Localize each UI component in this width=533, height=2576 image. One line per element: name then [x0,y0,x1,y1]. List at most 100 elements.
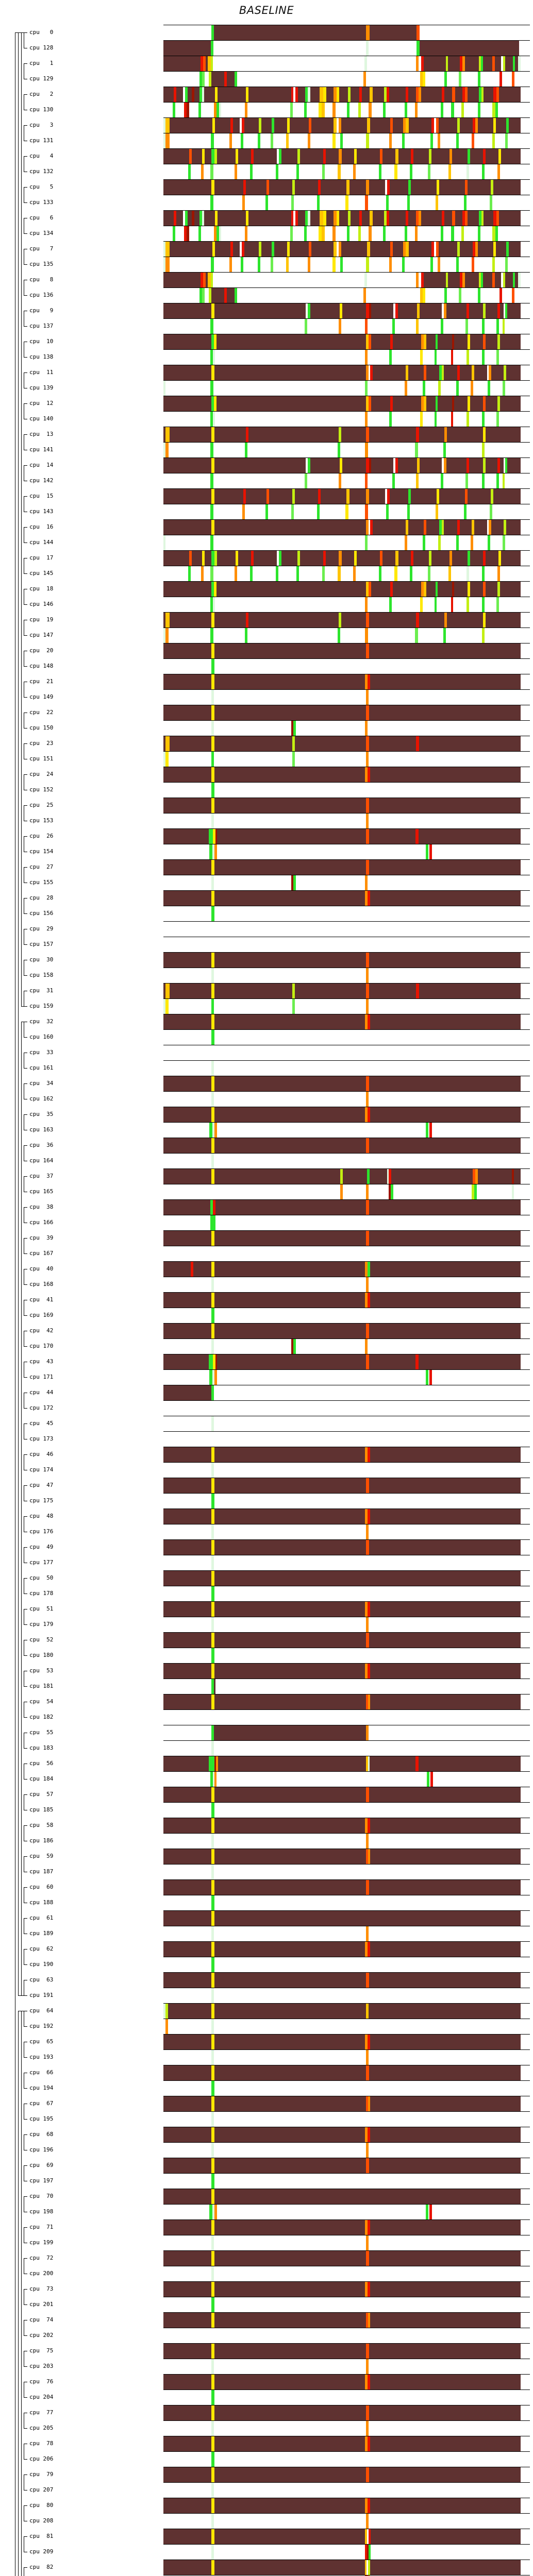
cpu-row: cpu 143 [0,504,533,519]
activity-segment [211,2405,214,2420]
activity-segment [163,1014,521,1029]
cpu-row-label: cpu 60 [29,1884,54,1890]
activity-segment [366,829,369,844]
cpu-activity-strip [163,1277,530,1292]
cpu-activity-strip [163,1586,530,1601]
activity-segment [366,1633,369,1648]
activity-segment [504,458,505,473]
activity-segment [365,2375,368,2389]
activity-segment [211,2081,214,2096]
activity-segment [420,350,423,365]
activity-segment [486,149,498,164]
core-pair-bracket-foot [24,1949,27,1950]
activity-segment [368,2436,370,2451]
activity-segment [468,180,491,195]
activity-segment [238,551,251,566]
cpu-activity-strip [163,1045,530,1060]
cpu-row-label: cpu 143 [29,508,54,515]
activity-segment [290,118,309,133]
activity-segment [365,2127,368,2142]
activity-segment [276,566,278,581]
cpu-row-label: cpu 195 [29,2115,54,2122]
activity-segment [393,303,395,318]
activity-segment [366,1184,369,1199]
activity-segment [420,41,519,56]
activity-segment [214,334,216,349]
activity-segment [366,736,369,751]
activity-segment [394,566,397,581]
activity-segment [495,273,501,287]
activity-segment [271,257,273,272]
activity-segment [216,582,366,597]
cpu-row-label: cpu 165 [29,1188,54,1195]
cpu-row: cpu 153 [0,813,533,828]
activity-segment [468,582,470,597]
activity-segment [245,443,247,457]
activity-segment [340,133,343,148]
activity-segment [318,180,321,195]
activity-segment [408,211,416,226]
cpu-row-label: cpu 50 [29,1574,54,1581]
activity-segment [320,211,323,226]
cpu-row-label: cpu 25 [29,802,54,808]
activity-segment [211,2158,214,2173]
activity-segment [211,1107,214,1122]
cpu-activity-strip [163,550,530,566]
activity-segment [322,226,325,241]
activity-segment [235,288,237,303]
activity-segment [201,273,203,287]
cpu-activity-strip [163,1060,530,1076]
activity-segment [214,489,243,504]
cpu-activity-strip [163,488,530,504]
cpu-activity-strip [163,844,530,859]
activity-segment [406,365,408,380]
activity-segment [304,226,307,241]
cpu-row-label: cpu 82 [29,2564,54,2570]
activity-segment [452,396,454,411]
cpu-row: cpu 18 [0,581,533,597]
activity-segment [369,2529,371,2544]
activity-segment [211,2112,214,2127]
activity-segment [365,2545,367,2560]
activity-segment [395,458,398,473]
cpu-row: cpu 60 [0,1879,533,1895]
cpu-activity-strip [163,272,530,287]
activity-segment [368,2096,370,2111]
cpu-row: cpu 148 [0,658,533,674]
activity-segment [472,257,474,272]
activity-segment [305,319,307,334]
cpu-activity-strip [163,25,530,40]
activity-segment [321,489,346,504]
activity-segment [211,1741,214,1756]
activity-segment [346,180,349,195]
core-pair-bracket-foot [24,1238,27,1239]
activity-segment [339,551,342,566]
cpu-activity-strip [163,2436,530,2451]
core-pair-bracket-foot [24,604,27,605]
cpu-activity-strip [163,2204,530,2219]
activity-segment [170,118,212,133]
activity-segment [365,628,368,643]
activity-segment [416,427,419,442]
cpu-row-label: cpu 10 [29,338,54,345]
cpu-row: cpu 140 [0,411,533,427]
activity-segment [501,56,503,71]
activity-segment [460,242,473,257]
activity-segment [245,226,247,241]
cpu-activity-strip [163,1014,530,1029]
activity-segment [248,87,291,102]
activity-segment [233,242,240,257]
cpu-row-label: cpu 59 [29,1853,54,1859]
activity-segment [408,489,411,504]
activity-segment [210,443,213,457]
activity-segment [424,396,426,411]
core-pair-bracket-foot [24,1037,27,1038]
activity-segment [366,396,369,411]
activity-segment [429,844,432,859]
activity-segment [416,319,419,334]
activity-segment [366,489,369,504]
cpu-row-label: cpu 172 [29,1404,54,1411]
activity-segment [390,489,408,504]
activity-segment [467,458,469,473]
activity-segment [366,427,369,442]
